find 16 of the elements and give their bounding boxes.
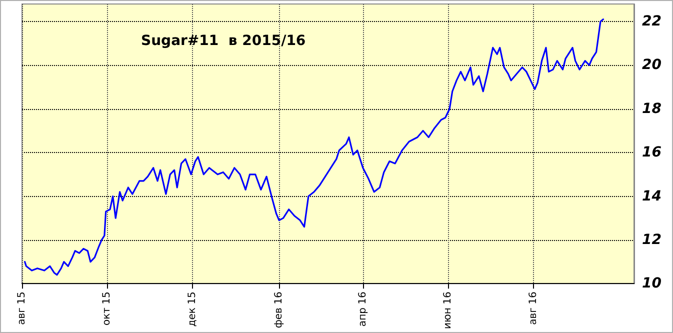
y-tick-label: 12 [642, 232, 662, 248]
y-tick-label: 18 [642, 100, 662, 117]
x-tick-label: фев 16 [274, 292, 285, 328]
y-tick-label: 16 [642, 144, 662, 161]
x-tick-label: авг 16 [528, 292, 539, 325]
y-tick-label: 14 [642, 188, 662, 204]
x-tick-label: дек 15 [186, 292, 198, 327]
x-tick-label: авг 15 [16, 292, 28, 325]
text: Sugar#11 в 2015/16 [141, 33, 306, 49]
y-tick-label: 20 [642, 57, 662, 74]
x-tick-label: июн 16 [442, 292, 454, 329]
line-series [24, 18, 604, 276]
x-tick-label: апр 16 [357, 292, 368, 327]
y-tick-label: 10 [642, 276, 662, 292]
y-tick-label: 22 [642, 13, 662, 30]
x-tick-label: окт 15 [102, 292, 113, 326]
